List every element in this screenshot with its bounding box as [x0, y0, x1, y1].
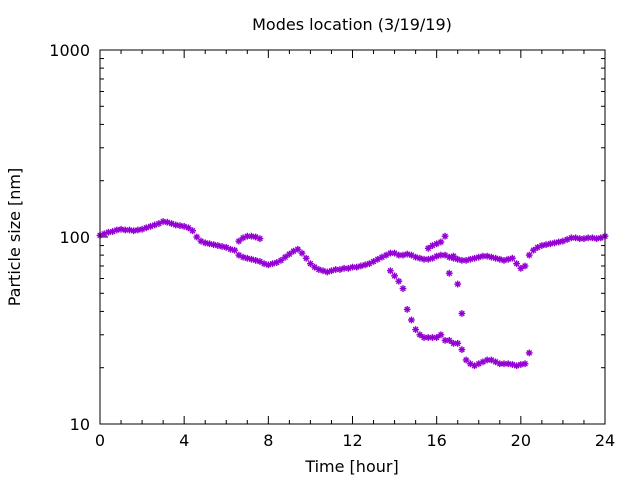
- x-tick-label: 4: [179, 431, 189, 450]
- y-axis-label: Particle size [nm]: [5, 168, 24, 307]
- data-point: [538, 242, 546, 249]
- data-point: [399, 285, 407, 292]
- data-point: [214, 242, 222, 249]
- data-point: [437, 331, 445, 339]
- data-point: [593, 235, 600, 243]
- data-point: [458, 310, 466, 317]
- data-point: [429, 334, 436, 341]
- x-tick-label: 16: [426, 431, 446, 450]
- x-tick-label: 0: [95, 431, 105, 450]
- data-point: [256, 235, 264, 243]
- data-point: [483, 356, 491, 364]
- plot-frame: [99, 49, 606, 425]
- data-point: [504, 360, 512, 368]
- data-point: [546, 240, 554, 248]
- data-point: [193, 233, 201, 241]
- data-point: [176, 222, 184, 230]
- x-axis-label: Time [hour]: [304, 457, 398, 476]
- data-point: [450, 252, 457, 260]
- data-point: [445, 336, 453, 344]
- data-point: [517, 361, 525, 368]
- data-point: [420, 334, 428, 341]
- data-point: [580, 235, 588, 243]
- data-point: [433, 334, 441, 341]
- data-point: [126, 226, 133, 234]
- data-point: [172, 221, 180, 229]
- data-point: [336, 266, 344, 273]
- data-point: [462, 356, 470, 364]
- data-point: [437, 238, 445, 246]
- data-point: [294, 245, 302, 253]
- data-point: [416, 331, 424, 339]
- data-point: [386, 267, 394, 275]
- data-point: [231, 246, 239, 254]
- data-point: [513, 260, 521, 268]
- y-tick-label: 100: [59, 228, 90, 247]
- data-point: [248, 232, 255, 240]
- data-point: [403, 306, 411, 313]
- data-point: [184, 224, 192, 232]
- data-point: [252, 256, 260, 264]
- y-tick-label: 1000: [49, 41, 90, 60]
- data-point: [525, 349, 533, 357]
- data-point: [454, 280, 462, 288]
- data-point: [277, 256, 285, 264]
- x-tick-label: 20: [511, 431, 531, 450]
- data-points: [96, 218, 609, 370]
- data-point: [117, 225, 125, 233]
- data-point: [525, 251, 533, 259]
- data-point: [521, 360, 529, 368]
- data-point: [530, 246, 537, 254]
- data-point: [458, 346, 466, 353]
- data-point: [349, 263, 356, 271]
- data-point: [105, 228, 112, 236]
- data-point: [412, 326, 420, 333]
- data-point: [113, 226, 121, 234]
- data-point: [201, 239, 209, 247]
- y-tick-label: 10: [70, 415, 90, 434]
- tick-labels: 0 4 8 12 16 20 24 10 100 1000: [49, 41, 615, 450]
- data-point: [555, 238, 563, 246]
- data-point: [513, 362, 521, 370]
- data-point: [285, 250, 293, 258]
- data-point: [134, 226, 142, 234]
- data-point: [445, 269, 453, 277]
- tick-marks: [99, 49, 606, 425]
- data-point: [588, 234, 596, 242]
- data-point: [298, 249, 306, 257]
- data-point: [521, 262, 529, 270]
- data-point: [551, 239, 558, 247]
- data-point: [130, 227, 138, 235]
- chart-title: Modes location (3/19/19): [252, 15, 452, 34]
- x-tick-label: 12: [342, 431, 362, 450]
- data-point: [408, 316, 415, 324]
- data-point: [395, 251, 403, 259]
- data-point: [454, 339, 462, 347]
- data-point: [509, 254, 516, 262]
- data-point: [441, 232, 449, 240]
- data-point: [302, 254, 310, 262]
- data-point: [189, 227, 196, 235]
- data-point: [395, 277, 403, 285]
- data-point: [281, 253, 289, 261]
- data-point: [391, 272, 398, 280]
- x-tick-label: 24: [595, 431, 615, 450]
- x-tick-label: 8: [263, 431, 273, 450]
- data-point: [572, 234, 579, 242]
